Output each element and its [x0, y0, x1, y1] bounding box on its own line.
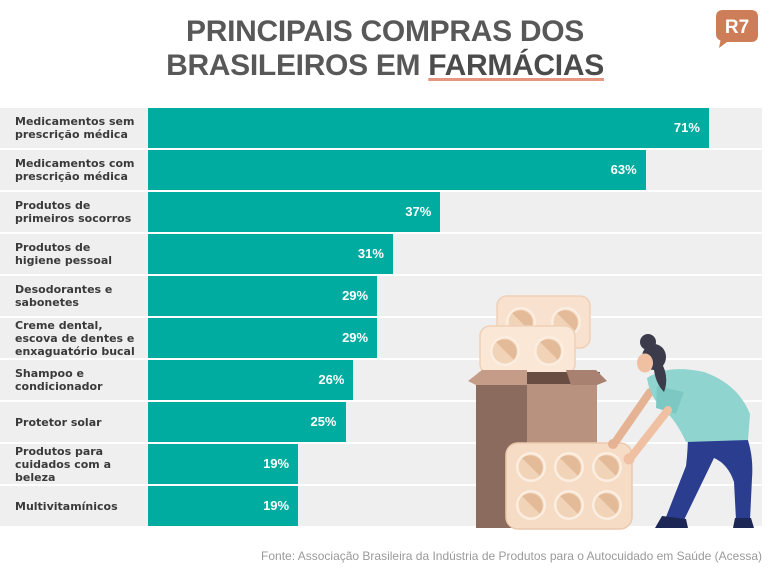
title-line-2: BRASILEIROS EM FARMÁCIAS [0, 49, 770, 83]
title-highlight: FARMÁCIAS [428, 49, 604, 82]
value-label: 37% [405, 204, 432, 219]
value-label: 63% [610, 162, 637, 177]
category-label: Medicamentos com prescrição médica [15, 157, 135, 183]
chart-row: Protetor solar 25% [0, 402, 762, 442]
value-label: 31% [357, 246, 384, 261]
category-label: Medicamentos sem prescrição médica [15, 115, 135, 141]
bar: 29% [148, 276, 378, 316]
value-label: 19% [263, 456, 290, 471]
value-label: 25% [310, 414, 337, 429]
title-line-1: PRINCIPAIS COMPRAS DOS [186, 15, 584, 48]
bar: 19% [148, 444, 299, 484]
category-label: Protetor solar [15, 415, 102, 429]
chart-row: Medicamentos sem prescrição médica 71% [0, 108, 762, 148]
chart-row: Desodorantes e sabonetes 29% [0, 276, 762, 316]
bar-chart: Medicamentos sem prescrição médica 71% Med… [0, 108, 762, 528]
bar: 71% [148, 108, 709, 148]
bar: 26% [148, 360, 354, 400]
value-label: 29% [342, 330, 369, 345]
category-label: Desodorantes e sabonetes [15, 283, 113, 309]
bar: 25% [148, 402, 346, 442]
category-label: Creme dental, escova de dentes e enxagua… [15, 318, 135, 358]
chart-row: Produtos de higiene pessoal 31% [0, 234, 762, 274]
category-label: Produtos para cuidados com a beleza [15, 444, 112, 484]
logo-badge [716, 10, 758, 48]
title-line-2-text: BRASILEIROS EM [166, 49, 421, 82]
chart-row: Shampoo e condicionador 26% [0, 360, 762, 400]
bar: 29% [148, 318, 378, 358]
r7-logo: R7 [716, 10, 758, 48]
logo-text: R7 [725, 17, 749, 38]
chart-row: Creme dental, escova de dentes e enxagua… [0, 318, 762, 358]
value-label: 26% [318, 372, 345, 387]
page-title: PRINCIPAIS COMPRAS DOS BRASILEIROS EM FA… [0, 15, 770, 83]
chart-row: Produtos para cuidados com a beleza 19% [0, 444, 762, 484]
value-label: 71% [673, 120, 700, 135]
category-label: Produtos de primeiros socorros [15, 199, 132, 225]
bar: 31% [148, 234, 393, 274]
chart-row: Medicamentos com prescrição médica 63% [0, 150, 762, 190]
value-label: 29% [342, 288, 369, 303]
category-label: Multivitamínicos [15, 499, 118, 513]
value-label: 19% [263, 498, 290, 513]
bar: 19% [148, 486, 299, 526]
bar: 63% [148, 150, 646, 190]
chart-row: Multivitamínicos 19% [0, 486, 762, 526]
category-label: Shampoo e condicionador [15, 367, 103, 393]
bar: 37% [148, 192, 441, 232]
chart-row: Produtos de primeiros socorros 37% [0, 192, 762, 232]
source-note: Fonte: Associação Brasileira da Indústri… [261, 549, 762, 563]
category-label: Produtos de higiene pessoal [15, 241, 113, 267]
